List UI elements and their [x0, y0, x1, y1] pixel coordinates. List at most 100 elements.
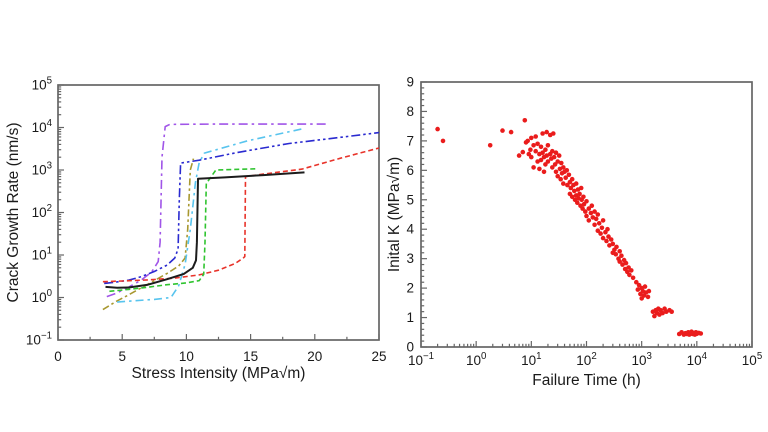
data-point [545, 159, 551, 164]
data-point [592, 222, 597, 228]
x-tick-label: 25 [371, 349, 386, 364]
y-tick-label: 103 [32, 161, 52, 178]
x-tick-label: 10 [179, 349, 194, 364]
y-tick-label: 101 [32, 246, 52, 263]
data-point [596, 221, 602, 226]
data-point [586, 206, 592, 211]
data-point [540, 131, 545, 136]
data-point [586, 218, 592, 223]
data-point [584, 199, 589, 204]
y-tick-label: 4 [406, 222, 414, 237]
data-point [698, 331, 704, 336]
data-point [614, 244, 619, 250]
data-point [540, 150, 545, 155]
x-tick-label: 20 [307, 349, 322, 364]
data-point [535, 141, 540, 147]
data-point [629, 268, 634, 273]
y-tick-label: 3 [406, 251, 414, 266]
data-point [525, 138, 530, 144]
data-point [606, 234, 611, 239]
data-point [669, 309, 674, 315]
data-point [569, 194, 575, 200]
y-tick-label: 5 [406, 192, 414, 207]
y-tick-label: 10−1 [26, 331, 52, 348]
y-tick-label: 9 [406, 75, 414, 90]
data-point [550, 148, 555, 154]
y-tick-label: 6 [406, 163, 414, 178]
data-point [543, 147, 548, 152]
y-axis-title: Inital K (MPa√m) [386, 157, 403, 272]
data-point [620, 262, 625, 267]
data-point [550, 165, 555, 170]
data-point [538, 144, 544, 150]
data-point [520, 149, 526, 155]
data-point [529, 154, 534, 160]
x-tick-label: 104 [687, 351, 708, 368]
data-point [566, 172, 572, 178]
data-point [516, 153, 522, 158]
data-point [580, 206, 585, 211]
data-point [617, 259, 622, 264]
data-point [572, 188, 577, 194]
data-point [529, 135, 534, 141]
y-tick-label: 100 [32, 288, 53, 305]
data-point [531, 165, 536, 170]
x-tick-label: 15 [243, 349, 258, 364]
y-tick-label: 105 [32, 76, 52, 93]
x-tick-label: 0 [54, 349, 62, 364]
data-point [533, 134, 538, 139]
data-point [531, 143, 536, 148]
data-point [551, 131, 556, 136]
data-point [581, 194, 586, 200]
data-point [617, 249, 622, 254]
data-point [623, 260, 629, 266]
data-point [626, 265, 631, 270]
scatter-points [435, 118, 704, 337]
y-tick-label: 2 [406, 281, 414, 296]
data-point [573, 181, 579, 186]
x-tick-label: 10−1 [408, 351, 434, 368]
x-tick-label: 103 [631, 351, 651, 368]
data-point [537, 166, 542, 172]
data-point [593, 216, 599, 222]
data-point [619, 253, 624, 258]
data-point [589, 203, 595, 208]
data-point [634, 279, 639, 285]
data-point [561, 181, 566, 186]
data-point [559, 160, 564, 166]
data-point [553, 169, 559, 175]
data-point [588, 210, 594, 216]
data-point [528, 147, 533, 152]
failure-time-scatter-chart: 10−1 100 101 102 103 104 105 0 1 2 3 4 5 6 7 8 9 Failure … [386, 75, 762, 390]
data-point [544, 129, 549, 135]
y-tick-label: 1 [406, 310, 414, 325]
data-point [592, 209, 597, 214]
series-black-solid-line [105, 171, 305, 289]
x-tick-label: 102 [576, 351, 596, 368]
data-point [556, 153, 562, 158]
data-point [627, 272, 632, 278]
data-point [533, 148, 538, 154]
data-point [551, 154, 557, 160]
data-point [600, 235, 606, 241]
y-tick-label: 0 [406, 340, 414, 355]
data-point [561, 165, 566, 170]
data-point [487, 143, 493, 148]
data-point [553, 150, 559, 155]
data-point [545, 143, 551, 148]
data-point [595, 212, 601, 217]
crack-growth-rate-chart: 0 5 10 15 20 25 10−1 100 101 102 103 104 105 Stress I… [5, 76, 387, 383]
series-blue-dashdotdot-line [104, 131, 380, 285]
data-point [558, 176, 563, 182]
data-point [577, 191, 582, 197]
data-point [435, 126, 440, 132]
series-red-dash-line [102, 147, 380, 283]
data-point [642, 284, 648, 289]
data-point [578, 185, 584, 191]
data-point [544, 153, 549, 158]
x-tick-label: 101 [521, 351, 541, 368]
y-tick-label: 102 [32, 203, 52, 220]
y-tick-label: 7 [406, 133, 414, 148]
x-axis-title: Stress Intensity (MPa√m) [132, 365, 306, 382]
